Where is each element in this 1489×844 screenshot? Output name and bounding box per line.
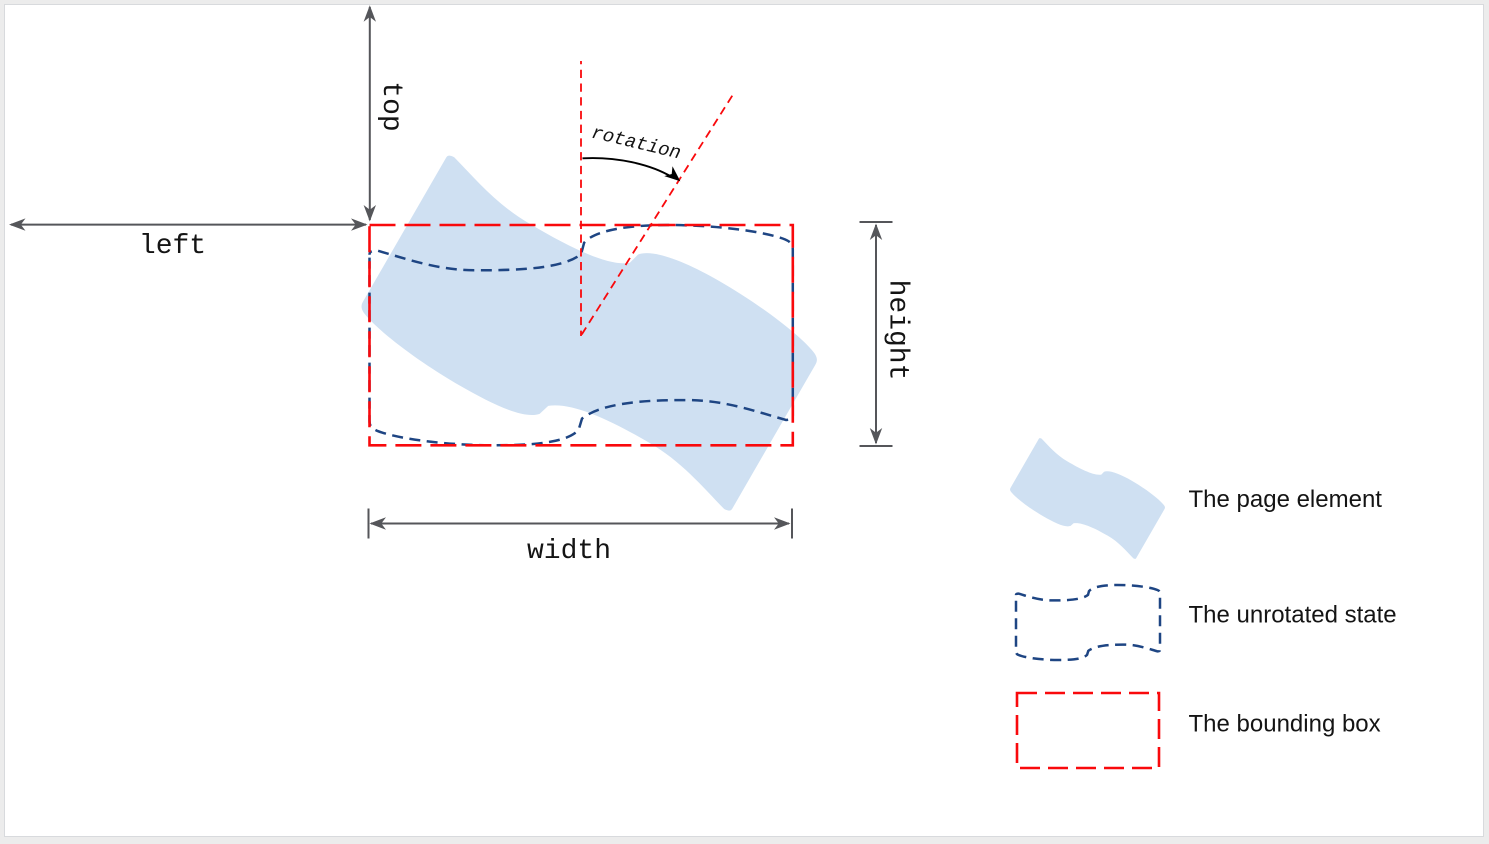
- svg-text:The page element: The page element: [1189, 486, 1383, 513]
- svg-text:height: height: [882, 280, 913, 381]
- svg-text:The unrotated state: The unrotated state: [1189, 602, 1397, 629]
- svg-text:The bounding box: The bounding box: [1189, 711, 1381, 738]
- svg-text:width: width: [527, 536, 611, 567]
- svg-text:left: left: [139, 231, 206, 262]
- svg-text:top: top: [375, 81, 406, 131]
